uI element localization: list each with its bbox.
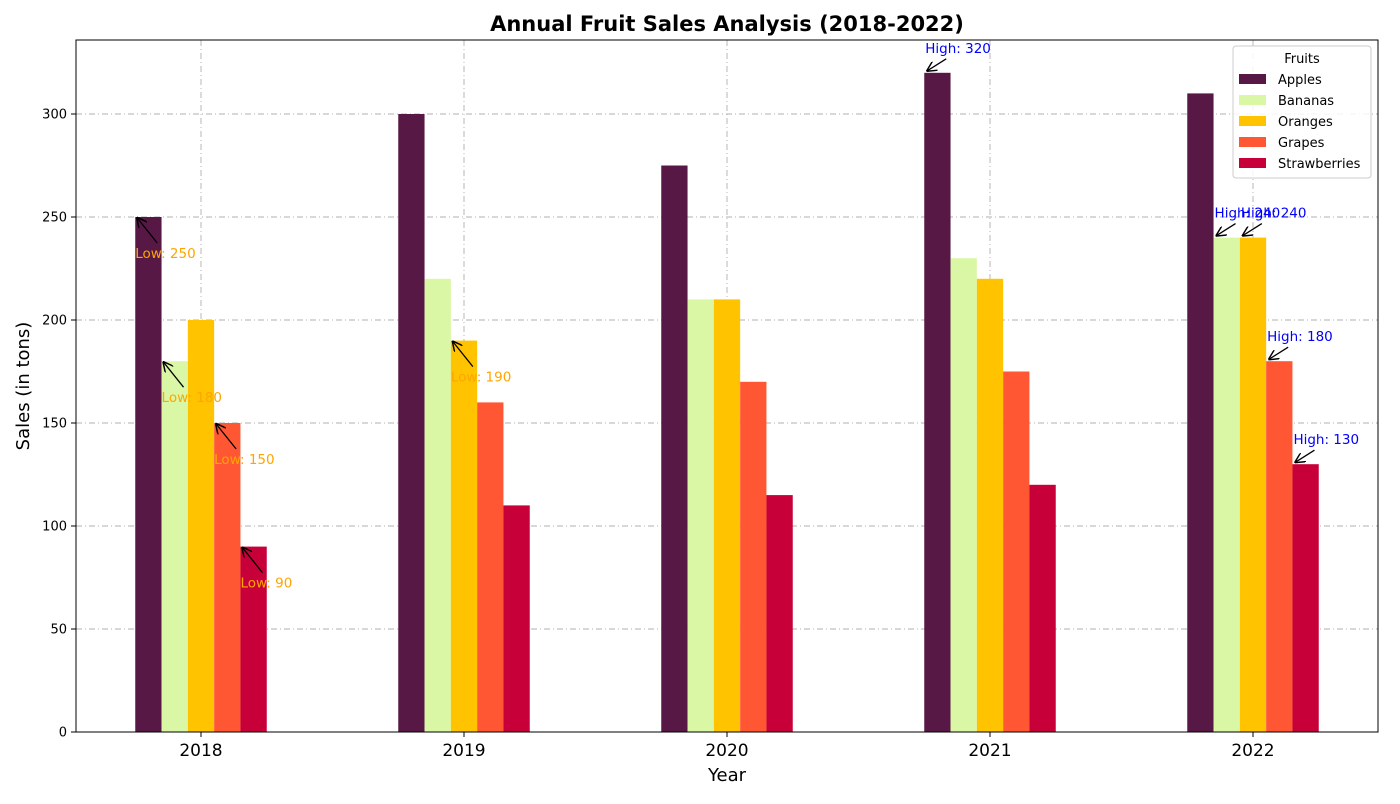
annotation-high: High: 180 xyxy=(1267,329,1333,359)
y-tick-label: 100 xyxy=(42,520,67,535)
annotation-low: Low: 250 xyxy=(135,218,196,262)
bar-oranges-2018 xyxy=(187,320,215,732)
annotation-label: High: 180 xyxy=(1267,329,1333,345)
annotation-low: Low: 150 xyxy=(214,424,275,468)
legend-swatch xyxy=(1239,95,1266,105)
annotation-arrow xyxy=(216,424,237,450)
series-grapes xyxy=(214,361,1293,732)
y-tick-label: 200 xyxy=(42,314,67,329)
bar-oranges-2022 xyxy=(1239,237,1267,732)
bar-bananas-2022 xyxy=(1213,237,1240,732)
legend-swatch xyxy=(1239,116,1266,126)
y-tick-label: 250 xyxy=(42,211,67,226)
annotation-low: Low: 190 xyxy=(451,342,511,386)
bars-layer xyxy=(135,72,1319,733)
legend-title: Fruits xyxy=(1284,52,1320,67)
annotation-high: High: 320 xyxy=(925,41,991,71)
bar-apples-2019 xyxy=(398,114,425,732)
x-axis-label: Year xyxy=(707,765,747,786)
y-tick-label: 300 xyxy=(42,108,67,123)
legend-label: Apples xyxy=(1278,73,1322,88)
x-tick-label: 2020 xyxy=(705,741,748,761)
bar-apples-2021 xyxy=(924,72,951,733)
bar-apples-2022 xyxy=(1187,93,1214,732)
bar-strawberries-2019 xyxy=(503,505,530,732)
legend-label: Oranges xyxy=(1278,115,1333,130)
annotation-high: High: 240 xyxy=(1215,206,1281,236)
annotation-low: Low: 180 xyxy=(162,362,222,406)
annotation-label: High: 240 xyxy=(1241,206,1307,222)
series-oranges xyxy=(187,237,1267,732)
bar-bananas-2019 xyxy=(424,278,451,732)
annotation-label: Low: 250 xyxy=(135,246,195,262)
bar-oranges-2019 xyxy=(450,340,478,732)
legend-label: Bananas xyxy=(1278,94,1334,109)
annotation-label: High: 130 xyxy=(1293,432,1359,448)
bar-strawberries-2020 xyxy=(766,495,793,732)
legend-label: Strawberries xyxy=(1278,157,1361,172)
bar-grapes-2021 xyxy=(1003,371,1030,732)
bar-strawberries-2021 xyxy=(1029,484,1056,732)
x-tick-label: 2019 xyxy=(442,741,485,761)
annotation-arrow xyxy=(242,548,263,574)
annotations-layer: Low: 250 Low: 180 Low: 150 Low: 90 Low: 190 H… xyxy=(135,41,1359,592)
annotation-label: High: 320 xyxy=(925,41,991,57)
annotation-arrow xyxy=(1295,449,1315,462)
annotation-arrow xyxy=(1269,346,1289,359)
bar-grapes-2020 xyxy=(740,381,767,732)
bar-oranges-2020 xyxy=(713,299,741,732)
annotation-label: High: 240 xyxy=(1215,206,1281,222)
legend-label: Grapes xyxy=(1278,136,1325,151)
bar-apples-2020 xyxy=(661,165,688,732)
bar-bananas-2018 xyxy=(161,361,188,732)
series-apples xyxy=(135,72,1214,733)
bar-bananas-2021 xyxy=(950,258,977,732)
annotation-high: High: 240 xyxy=(1241,206,1307,236)
bar-grapes-2018 xyxy=(214,423,241,732)
annotation-arrow xyxy=(1217,223,1236,236)
series-strawberries xyxy=(240,464,1319,732)
annotation-label: Low: 90 xyxy=(240,576,292,592)
chart-title: Annual Fruit Sales Analysis (2018-2022) xyxy=(490,12,964,36)
annotation-arrow xyxy=(1243,223,1263,236)
bar-strawberries-2022 xyxy=(1292,464,1319,732)
legend-box xyxy=(1232,45,1372,179)
annotation-high: High: 130 xyxy=(1293,432,1359,462)
x-tick-label: 2021 xyxy=(968,741,1011,761)
legend-swatch xyxy=(1239,74,1266,84)
bar-apples-2018 xyxy=(135,217,162,732)
bar-grapes-2019 xyxy=(477,402,504,732)
annotation-label: Low: 150 xyxy=(214,452,274,468)
annotation-arrow xyxy=(137,218,158,244)
axes-layer: 0 50 100 150 200 250 300 2018 2019 2020 2021 2022 xyxy=(42,108,1274,762)
x-tick-label: 2022 xyxy=(1231,741,1274,761)
legend: Fruits Apples Bananas Oranges Grapes Strawber… xyxy=(1232,45,1372,179)
y-tick-label: 0 xyxy=(59,726,67,741)
y-tick-label: 150 xyxy=(42,417,67,432)
annotation-low: Low: 90 xyxy=(240,548,292,592)
annotation-label: Low: 190 xyxy=(451,370,511,386)
bar-grapes-2022 xyxy=(1266,361,1293,732)
annotation-label: Low: 180 xyxy=(162,390,222,406)
annotation-arrow xyxy=(453,342,474,368)
annotation-arrow xyxy=(927,58,947,71)
bar-oranges-2021 xyxy=(976,278,1004,732)
legend-swatch xyxy=(1239,137,1266,147)
bar-strawberries-2018 xyxy=(240,546,267,732)
legend-swatch xyxy=(1239,158,1266,168)
y-tick-label: 50 xyxy=(50,623,67,638)
x-tick-label: 2018 xyxy=(179,741,222,761)
y-axis-label: Sales (in tons) xyxy=(13,322,34,451)
bar-bananas-2020 xyxy=(687,299,714,732)
annotation-arrow xyxy=(164,362,185,388)
series-bananas xyxy=(161,237,1240,732)
